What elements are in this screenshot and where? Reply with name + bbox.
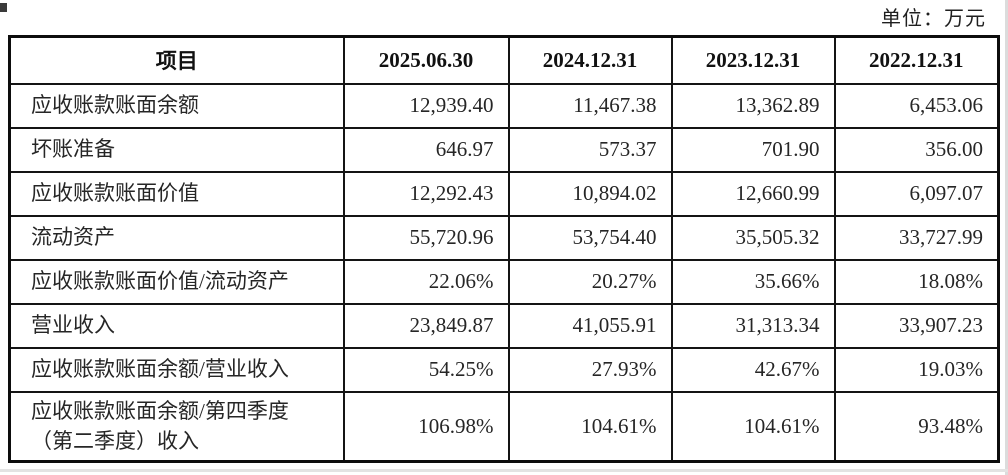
value-cell: 104.61%	[670, 390, 836, 463]
header-row: 项目 2025.06.30 2024.12.31 2023.12.31 2022…	[8, 35, 1000, 85]
value-cell: 20.27%	[507, 258, 673, 305]
table-row: 应收账款账面余额/第四季度 （第二季度）收入 106.98% 104.61% 1…	[8, 390, 1000, 463]
table-row: 应收账款账面余额/营业收入 54.25% 27.93% 42.67% 19.03…	[8, 346, 1000, 393]
value-cell: 27.93%	[507, 346, 673, 393]
value-cell: 12,292.43	[342, 170, 510, 217]
row-label: 应收账款账面价值/流动资产	[8, 258, 345, 305]
table-row: 营业收入 23,849.87 41,055.91 31,313.34 33,90…	[8, 302, 1000, 349]
table-row: 应收账款账面价值/流动资产 22.06% 20.27% 35.66% 18.08…	[8, 258, 1000, 305]
value-cell: 54.25%	[342, 346, 510, 393]
table-row: 应收账款账面余额 12,939.40 11,467.38 13,362.89 6…	[8, 82, 1000, 129]
value-cell: 6,453.06	[833, 82, 1000, 129]
value-cell: 41,055.91	[507, 302, 673, 349]
value-cell: 573.37	[507, 126, 673, 173]
row-label: 流动资产	[8, 214, 345, 261]
table-row: 坏账准备 646.97 573.37 701.90 356.00	[8, 126, 1000, 173]
value-cell: 6,097.07	[833, 170, 1000, 217]
value-cell: 106.98%	[342, 390, 510, 463]
value-cell: 356.00	[833, 126, 1000, 173]
screenshot-edge-right	[1005, 0, 1008, 475]
value-cell: 23,849.87	[342, 302, 510, 349]
row-label: 应收账款账面余额/营业收入	[8, 346, 345, 393]
value-cell: 104.61%	[507, 390, 673, 463]
table-row: 流动资产 55,720.96 53,754.40 35,505.32 33,72…	[8, 214, 1000, 261]
value-cell: 33,907.23	[833, 302, 1000, 349]
value-cell: 53,754.40	[507, 214, 673, 261]
value-cell: 33,727.99	[833, 214, 1000, 261]
value-cell: 31,313.34	[670, 302, 836, 349]
value-cell: 35,505.32	[670, 214, 836, 261]
table-row: 应收账款账面价值 12,292.43 10,894.02 12,660.99 6…	[8, 170, 1000, 217]
value-cell: 19.03%	[833, 346, 1000, 393]
value-cell: 35.66%	[670, 258, 836, 305]
value-cell: 18.08%	[833, 258, 1000, 305]
unit-label: 单位：万元	[881, 8, 986, 30]
value-cell: 22.06%	[342, 258, 510, 305]
value-cell: 42.67%	[670, 346, 836, 393]
value-cell: 12,660.99	[670, 170, 836, 217]
column-header-2023-12-31: 2023.12.31	[670, 35, 836, 85]
column-header-item: 项目	[8, 35, 345, 85]
value-cell: 646.97	[342, 126, 510, 173]
column-header-2024-12-31: 2024.12.31	[507, 35, 673, 85]
value-cell: 701.90	[670, 126, 836, 173]
value-cell: 93.48%	[833, 390, 1000, 463]
column-header-2025-06-30: 2025.06.30	[342, 35, 510, 85]
screenshot-corner-artifact	[0, 3, 7, 12]
value-cell: 12,939.40	[342, 82, 510, 129]
row-label: 营业收入	[8, 302, 345, 349]
value-cell: 13,362.89	[670, 82, 836, 129]
row-label: 应收账款账面余额	[8, 82, 345, 129]
row-label: 坏账准备	[8, 126, 345, 173]
screenshot-edge-bottom	[0, 469, 1008, 472]
row-label: 应收账款账面价值	[8, 170, 345, 217]
value-cell: 55,720.96	[342, 214, 510, 261]
value-cell: 11,467.38	[507, 82, 673, 129]
column-header-2022-12-31: 2022.12.31	[833, 35, 1000, 85]
value-cell: 10,894.02	[507, 170, 673, 217]
row-label: 应收账款账面余额/第四季度 （第二季度）收入	[8, 390, 345, 463]
financial-table: 项目 2025.06.30 2024.12.31 2023.12.31 2022…	[8, 35, 1000, 463]
